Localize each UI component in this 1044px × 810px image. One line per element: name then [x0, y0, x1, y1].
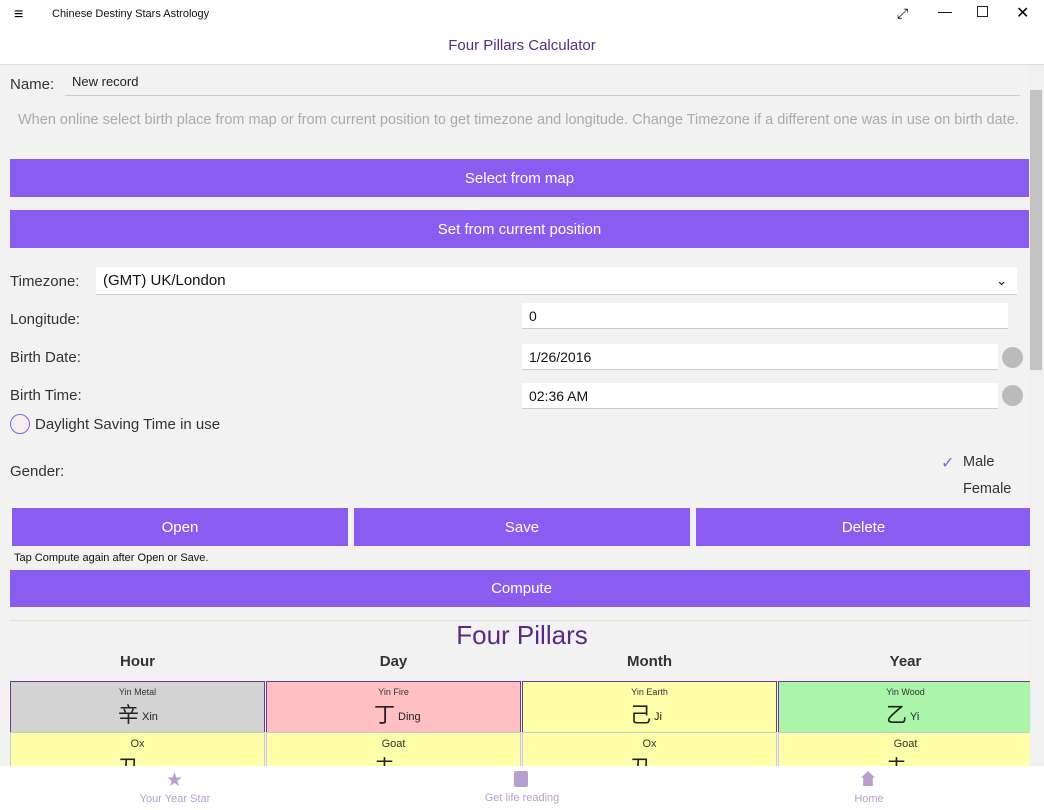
pillars-title: Four Pillars [456, 620, 588, 650]
clock-button[interactable] [1002, 385, 1023, 406]
column-heading: Month [627, 653, 672, 670]
dropdown-arrow: ⌄ [996, 272, 1007, 288]
stem-char: 乙 [886, 704, 907, 727]
stem-char: 己 [630, 704, 651, 727]
column-heading: Day [379, 653, 408, 670]
stem-element: Yin Fire [378, 687, 409, 697]
timezone-label: Timezone: [10, 273, 80, 290]
stem-element: Yin Wood [886, 687, 925, 697]
longitude-label: Longitude: [10, 311, 81, 328]
check-mark: ✓ [941, 455, 955, 472]
timezone-select[interactable]: (GMT) UK/London ⌄ [96, 267, 1017, 295]
open-button[interactable]: Open [12, 508, 348, 546]
book-icon [514, 771, 528, 787]
gender-option[interactable]: Female [963, 481, 1012, 497]
branch-name: Ox [130, 738, 145, 750]
birth-date-input[interactable]: 1/26/2016 [522, 344, 998, 370]
window-title: Chinese Destiny Stars Astrology [52, 8, 210, 20]
stem-cell [266, 681, 521, 733]
nav-item[interactable]: Get life reading [484, 792, 560, 804]
stem-cell [522, 681, 777, 733]
branch-cell [10, 732, 265, 772]
delete-button[interactable]: Delete [696, 508, 1031, 546]
stem-cell [778, 681, 1033, 733]
name-input[interactable]: New record [65, 74, 1020, 96]
title-area [0, 0, 1044, 65]
branch-name: Goat [381, 738, 406, 750]
gender-option[interactable]: Male [963, 454, 995, 470]
branch-name: Goat [893, 738, 918, 750]
calendar-button[interactable] [1002, 347, 1023, 368]
hint-text: When online select birth place from map … [18, 112, 1019, 128]
minimize-button[interactable]: — [938, 3, 952, 19]
birth-date-label: Birth Date: [10, 349, 81, 366]
nav-item[interactable]: Home [854, 793, 884, 805]
branch-name: Ox [642, 738, 657, 750]
compute-button[interactable]: Compute [10, 570, 1033, 607]
menu-button[interactable]: ≡ [14, 6, 24, 23]
home-icon [861, 771, 875, 786]
name-label: Name: [10, 76, 55, 93]
stem-name: Ji [654, 711, 662, 723]
page-title: Four Pillars Calculator [448, 37, 596, 54]
stem-name: Xin [142, 711, 158, 723]
close-button[interactable]: ✕ [1016, 5, 1030, 22]
stem-element: Yin Metal [118, 687, 157, 697]
save-button[interactable]: Save [354, 508, 690, 546]
stem-name: Yi [910, 711, 920, 723]
timezone-value: (GMT) UK/London [103, 272, 226, 289]
birth-time-input[interactable]: 02:36 AM [522, 383, 998, 409]
divider [10, 620, 1030, 621]
set-position-button[interactable]: Set from current position [10, 210, 1029, 248]
maximize-button[interactable] [977, 6, 988, 17]
scroll-thumb[interactable] [1030, 90, 1042, 370]
dst-label: Daylight Saving Time in use [35, 416, 221, 433]
stem-char: 辛 [118, 704, 139, 727]
dst-radio[interactable] [10, 414, 30, 434]
stem-char: 丁 [374, 704, 395, 727]
column-heading: Hour [120, 653, 155, 670]
fullscreen-button[interactable]: ⤢ [897, 5, 909, 21]
nav-item[interactable]: Your Year Star [139, 793, 211, 805]
column-heading: Year [889, 653, 922, 670]
stem-name: Ding [398, 711, 421, 723]
branch-cell [778, 732, 1033, 772]
gender-label: Gender: [10, 463, 65, 480]
select-map-button[interactable]: Select from map [10, 159, 1029, 197]
star-icon: ★ [166, 770, 184, 791]
longitude-input[interactable]: 0 [522, 303, 1008, 329]
note-text: Tap Compute again after Open or Save. [14, 552, 209, 564]
stem-cell [10, 681, 265, 733]
stem-element: Yin Earth [631, 687, 668, 697]
birth-time-label: Birth Time: [10, 387, 82, 404]
branch-cell [266, 732, 521, 772]
